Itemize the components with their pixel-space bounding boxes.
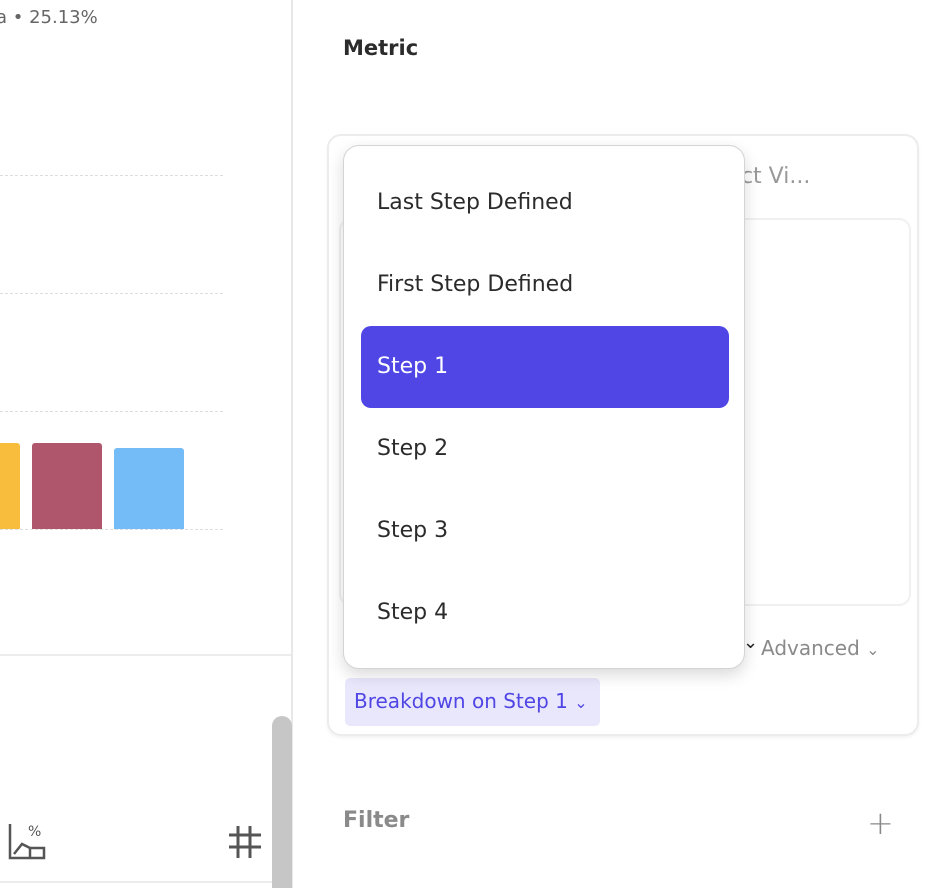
gridline (0, 175, 223, 176)
divider (0, 654, 291, 656)
menu-item-last-step-defined[interactable]: Last Step Defined (377, 190, 573, 215)
scrollbar[interactable] (272, 716, 292, 888)
menu-item-step-4[interactable]: Step 4 (377, 600, 449, 625)
gridline (0, 293, 223, 294)
chart-bar[interactable] (114, 448, 184, 529)
filter-title: Filter (343, 808, 410, 833)
chevron-down-icon: ⌄ (866, 640, 880, 659)
chart-bar[interactable] (0, 443, 20, 529)
svg-text:%: % (28, 824, 41, 840)
gridline (0, 411, 223, 412)
hash-icon[interactable] (227, 824, 261, 862)
chart-panel: a • 25.13% % (0, 0, 293, 888)
menu-item-step-3[interactable]: Step 3 (377, 518, 449, 543)
menu-item-step-1[interactable]: Step 1 (361, 326, 729, 408)
step-dropdown-menu: Last Step Defined First Step Defined Ste… (343, 145, 745, 669)
metric-title: Metric (343, 36, 419, 60)
menu-item-first-step-defined[interactable]: First Step Defined (377, 272, 574, 297)
add-filter-plus-icon[interactable]: + (867, 804, 894, 842)
chart-percent-icon[interactable]: % (6, 822, 46, 866)
menu-item-step-2[interactable]: Step 2 (377, 436, 449, 461)
advanced-toggle[interactable]: Advanced ⌄ (761, 636, 880, 660)
conversion-summary: a • 25.13% (0, 7, 98, 28)
advanced-label: Advanced (761, 636, 860, 660)
chevron-down-icon: ⌄ (574, 693, 588, 712)
divider (0, 881, 291, 883)
chevron-down-icon[interactable]: ⌄ (743, 632, 759, 653)
chart-bar[interactable] (32, 443, 102, 529)
breakdown-button[interactable]: Breakdown on Step 1 ⌄ (345, 678, 600, 726)
breakdown-label: Breakdown on Step 1 (354, 689, 568, 713)
gridline (0, 529, 223, 530)
